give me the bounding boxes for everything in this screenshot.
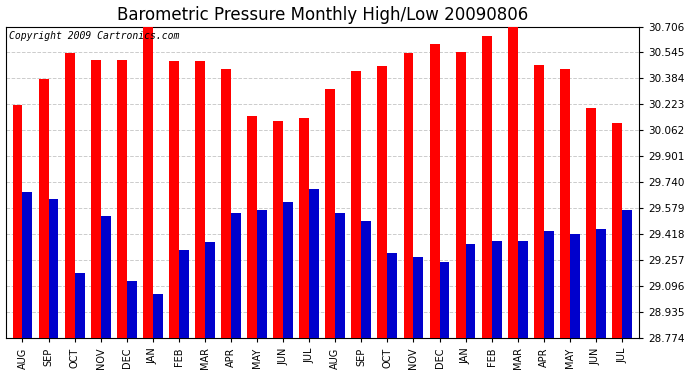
- Bar: [413, 257, 424, 338]
- Bar: [221, 69, 231, 338]
- Bar: [91, 60, 101, 338]
- Bar: [466, 244, 475, 338]
- Bar: [440, 262, 449, 338]
- Bar: [48, 199, 59, 338]
- Bar: [570, 234, 580, 338]
- Bar: [39, 79, 48, 338]
- Bar: [377, 66, 387, 338]
- Bar: [179, 250, 189, 338]
- Bar: [430, 44, 440, 338]
- Text: Copyright 2009 Cartronics.com: Copyright 2009 Cartronics.com: [9, 31, 179, 41]
- Bar: [65, 53, 75, 338]
- Bar: [283, 202, 293, 338]
- Bar: [152, 294, 163, 338]
- Bar: [404, 53, 413, 338]
- Bar: [586, 108, 596, 338]
- Bar: [560, 69, 570, 338]
- Bar: [534, 64, 544, 338]
- Bar: [231, 213, 241, 338]
- Bar: [518, 241, 528, 338]
- Bar: [247, 116, 257, 338]
- Bar: [508, 21, 518, 338]
- Bar: [169, 62, 179, 338]
- Bar: [101, 216, 110, 338]
- Bar: [273, 121, 283, 338]
- Bar: [127, 281, 137, 338]
- Title: Barometric Pressure Monthly High/Low 20090806: Barometric Pressure Monthly High/Low 200…: [117, 6, 528, 24]
- Bar: [362, 221, 371, 338]
- Bar: [326, 89, 335, 338]
- Bar: [23, 192, 32, 338]
- Bar: [299, 118, 309, 338]
- Bar: [455, 52, 466, 338]
- Bar: [143, 21, 152, 338]
- Bar: [205, 242, 215, 338]
- Bar: [482, 36, 492, 338]
- Bar: [257, 210, 267, 338]
- Bar: [351, 71, 362, 338]
- Bar: [309, 189, 319, 338]
- Bar: [195, 62, 205, 338]
- Bar: [596, 229, 606, 338]
- Bar: [12, 105, 23, 338]
- Bar: [75, 273, 85, 338]
- Bar: [492, 241, 502, 338]
- Bar: [335, 213, 345, 338]
- Bar: [612, 123, 622, 338]
- Bar: [544, 231, 553, 338]
- Bar: [387, 254, 397, 338]
- Bar: [622, 210, 632, 338]
- Bar: [117, 60, 127, 338]
